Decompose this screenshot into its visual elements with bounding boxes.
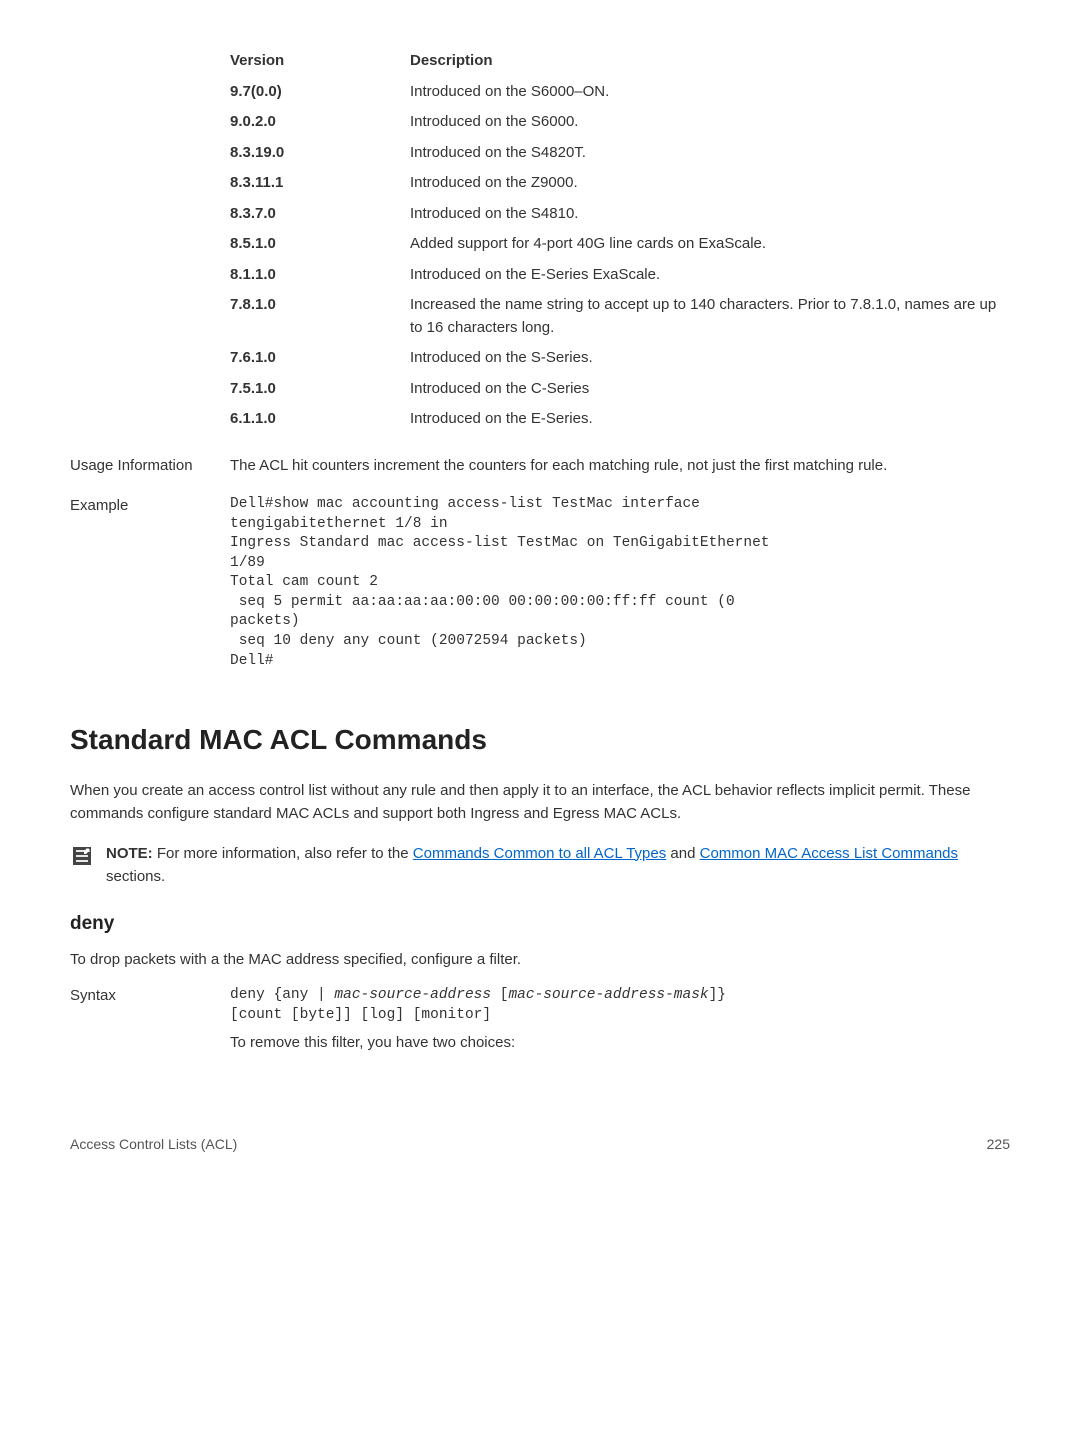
syntax-body: deny {any | mac-source-address [mac-sour… [230,985,1010,1054]
description-col-header: Description [410,50,1010,73]
version-key: 7.6.1.0 [230,347,410,370]
version-description: Introduced on the E-Series. [410,408,1010,431]
version-description: Introduced on the S-Series. [410,347,1010,370]
footer-left: Access Control Lists (ACL) [70,1134,237,1155]
note-text: NOTE: For more information, also refer t… [106,842,1010,889]
version-row: 9.0.2.0Introduced on the S6000. [230,111,1010,134]
deny-description: To drop packets with a the MAC address s… [70,949,1010,972]
version-description: Introduced on the S6000–ON. [410,81,1010,104]
version-description: Introduced on the S4810. [410,203,1010,226]
syntax-mid2: ]} [709,987,726,1003]
version-col-header: Version [230,50,410,73]
version-key: 7.8.1.0 [230,294,410,339]
version-description: Introduced on the C-Series [410,378,1010,401]
version-key: 8.1.1.0 [230,264,410,287]
usage-label: Usage Information [70,455,230,478]
syntax-italic2: mac-source-address-mask [508,987,708,1003]
version-description: Introduced on the S4820T. [410,142,1010,165]
example-code: Dell#show mac accounting access-list Tes… [230,495,1010,671]
note-link-1[interactable]: Commands Common to all ACL Types [413,845,666,862]
version-key: 6.1.1.0 [230,408,410,431]
note-part1: For more information, also refer to the [157,845,413,862]
usage-text: The ACL hit counters increment the count… [230,455,1010,478]
version-key: 8.3.19.0 [230,142,410,165]
version-row: 6.1.1.0Introduced on the E-Series. [230,408,1010,431]
syntax-note: To remove this filter, you have two choi… [230,1032,1010,1055]
version-description: Added support for 4-port 40G line cards … [410,233,1010,256]
version-row: 7.6.1.0Introduced on the S-Series. [230,347,1010,370]
syntax-label: Syntax [70,985,230,1054]
note-icon [70,844,94,868]
deny-heading: deny [70,910,1010,939]
note-link-2[interactable]: Common MAC Access List Commands [700,845,958,862]
version-row: 8.3.7.0Introduced on the S4810. [230,203,1010,226]
version-row: 8.3.19.0Introduced on the S4820T. [230,142,1010,165]
syntax-prefix: deny {any | [230,987,334,1003]
section-paragraph: When you create an access control list w… [70,779,1010,826]
version-row: 8.5.1.0Added support for 4-port 40G line… [230,233,1010,256]
syntax-line2: [count [byte]] [log] [monitor] [230,1005,1010,1025]
version-key: 9.0.2.0 [230,111,410,134]
example-section: Example Dell#show mac accounting access-… [70,495,1010,671]
note-block: NOTE: For more information, also refer t… [70,842,1010,889]
page-footer: Access Control Lists (ACL) 225 [70,1134,1010,1155]
version-description: Introduced on the S6000. [410,111,1010,134]
version-description: Increased the name string to accept up t… [410,294,1010,339]
version-description: Introduced on the Z9000. [410,172,1010,195]
example-label: Example [70,495,230,671]
syntax-italic1: mac-source-address [334,987,491,1003]
syntax-row: Syntax deny {any | mac-source-address [m… [70,985,1010,1054]
version-key: 9.7(0.0) [230,81,410,104]
version-row: 7.5.1.0Introduced on the C-Series [230,378,1010,401]
version-key: 8.5.1.0 [230,233,410,256]
footer-right: 225 [987,1134,1010,1155]
note-prefix: NOTE: [106,845,157,862]
version-row: 8.3.11.1Introduced on the Z9000. [230,172,1010,195]
note-suffix: sections. [106,868,165,885]
usage-information-section: Usage Information The ACL hit counters i… [70,455,1010,478]
version-row: 8.1.1.0Introduced on the E-Series ExaSca… [230,264,1010,287]
syntax-mid1: [ [491,987,508,1003]
note-mid: and [666,845,699,862]
version-row: 9.7(0.0)Introduced on the S6000–ON. [230,81,1010,104]
section-heading: Standard MAC ACL Commands [70,719,1010,761]
version-description: Introduced on the E-Series ExaScale. [410,264,1010,287]
version-table-container: Version Description 9.7(0.0)Introduced o… [70,50,1010,431]
version-table-header: Version Description [230,50,1010,73]
version-key: 8.3.11.1 [230,172,410,195]
version-key: 8.3.7.0 [230,203,410,226]
version-key: 7.5.1.0 [230,378,410,401]
version-row: 7.8.1.0Increased the name string to acce… [230,294,1010,339]
